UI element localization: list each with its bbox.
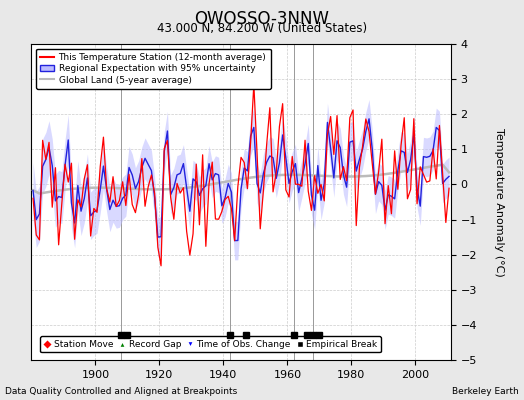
Text: Data Quality Controlled and Aligned at Breakpoints: Data Quality Controlled and Aligned at B… [5,387,237,396]
Legend: Station Move, Record Gap, Time of Obs. Change, Empirical Break: Station Move, Record Gap, Time of Obs. C… [40,336,381,352]
Text: 43.000 N, 84.200 W (United States): 43.000 N, 84.200 W (United States) [157,22,367,35]
Text: OWOSSO-3NNW: OWOSSO-3NNW [194,10,330,28]
Text: Berkeley Earth: Berkeley Earth [452,387,519,396]
Y-axis label: Temperature Anomaly (°C): Temperature Anomaly (°C) [494,128,504,276]
